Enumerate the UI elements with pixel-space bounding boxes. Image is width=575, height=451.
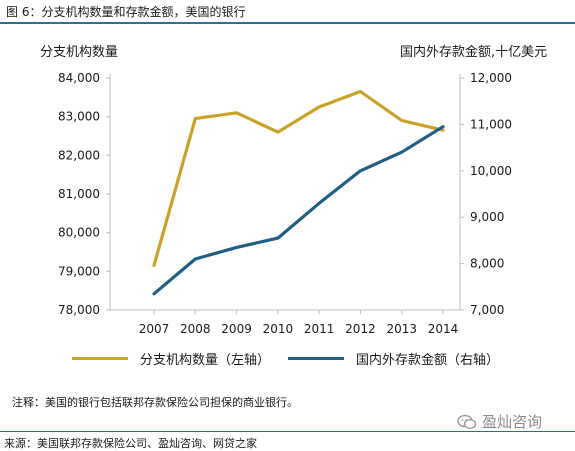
x-tick-label: 2011 bbox=[304, 322, 335, 336]
left-tick-label: 79,000 bbox=[58, 264, 100, 278]
header-rule bbox=[0, 22, 575, 24]
series-line-deposits bbox=[152, 125, 445, 296]
right-tick-label: 9,000 bbox=[470, 210, 504, 224]
right-tick-label: 7,000 bbox=[470, 303, 504, 317]
series-line-branches bbox=[152, 89, 445, 268]
legend-item-deposits: 国内外存款金额（右轴） bbox=[288, 349, 499, 368]
legend-swatch-deposits bbox=[288, 357, 344, 360]
left-tick-label: 83,000 bbox=[58, 110, 100, 124]
source-text: 来源：美国联邦存款保险公司、盈灿咨询、网贷之家 bbox=[4, 437, 257, 450]
footer-rule bbox=[0, 431, 575, 432]
watermark: 盈灿咨询 bbox=[457, 411, 542, 432]
x-tick-label: 2012 bbox=[345, 322, 376, 336]
wechat-icon bbox=[457, 414, 477, 430]
x-tick-label: 2010 bbox=[263, 322, 294, 336]
left-tick-label: 84,000 bbox=[58, 71, 100, 85]
x-tick-label: 2009 bbox=[221, 322, 252, 336]
x-tick-label: 2008 bbox=[180, 322, 211, 336]
left-tick-label: 80,000 bbox=[58, 226, 100, 240]
right-tick-label: 10,000 bbox=[470, 164, 512, 178]
chart-note: 注释：美国的银行包括联邦存款保险公司担保的商业银行。 bbox=[12, 396, 298, 409]
x-tick-label: 2014 bbox=[428, 322, 459, 336]
legend-item-branches: 分支机构数量（左轴） bbox=[72, 349, 270, 368]
left-tick-label: 82,000 bbox=[58, 148, 100, 162]
chart-legend: 分支机构数量（左轴） 国内外存款金额（右轴） bbox=[0, 349, 575, 369]
legend-swatch-branches bbox=[72, 357, 128, 360]
right-tick-label: 11,000 bbox=[470, 117, 512, 131]
left-tick-label: 81,000 bbox=[58, 187, 100, 201]
line-chart: 78,000 79,000 80,000 81,000 82,000 83,000 84,0… bbox=[58, 71, 512, 336]
right-tick-label: 8,000 bbox=[470, 257, 504, 271]
x-tick-label: 2007 bbox=[139, 322, 170, 336]
left-axis-title: 分支机构数量 bbox=[40, 45, 119, 60]
left-tick-label: 78,000 bbox=[58, 303, 100, 317]
legend-label-deposits: 国内外存款金额（右轴） bbox=[356, 353, 500, 368]
right-tick-label: 12,000 bbox=[470, 71, 512, 85]
watermark-text: 盈灿咨询 bbox=[482, 413, 543, 431]
figure-title: 图 6：分支机构数量和存款金额，美国的银行 bbox=[6, 5, 246, 19]
legend-label-branches: 分支机构数量（左轴） bbox=[140, 353, 271, 368]
x-tick-label: 2013 bbox=[386, 322, 417, 336]
right-axis-title: 国内外存款金额,十亿美元 bbox=[400, 45, 548, 60]
